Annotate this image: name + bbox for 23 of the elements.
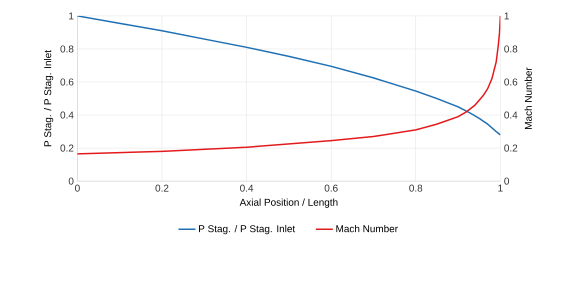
legend-label: P Stag. / P Stag. Inlet — [199, 225, 296, 234]
x-tick-label: 0.4 — [240, 184, 254, 192]
y-tick-label: 0.6 — [60, 78, 74, 86]
y-axis-title: P Stag. / P Stag. Inlet — [44, 50, 54, 146]
y-tick-label: 0.4 — [60, 112, 74, 119]
x-tick-label: 0.8 — [409, 184, 422, 192]
y2-tick-label: 1 — [504, 12, 509, 20]
y2-tick-label: 0.2 — [504, 144, 518, 152]
y-tick-label: 0 — [68, 178, 74, 185]
x-tick-label: 1 — [498, 184, 503, 192]
x-tick-label: 0.6 — [324, 184, 338, 192]
y2-axis-title: Mach Number — [524, 68, 532, 130]
y2-tick-label: 0.8 — [504, 46, 518, 53]
y-tick-label: 1 — [69, 12, 74, 20]
y2-tick-label: 0 — [504, 178, 510, 185]
y-tick-label: 0.2 — [60, 144, 74, 152]
y2-tick-label: 0.4 — [504, 112, 518, 119]
x-tick-label: 0.2 — [155, 184, 168, 192]
x-tick-label: 0 — [75, 184, 80, 192]
y-tick-label: 0.8 — [60, 46, 74, 53]
legend-label: Mach Number — [336, 225, 398, 232]
y2-tick-label: 0.6 — [504, 78, 518, 86]
x-axis-title: Axial Position / Length — [240, 198, 338, 208]
